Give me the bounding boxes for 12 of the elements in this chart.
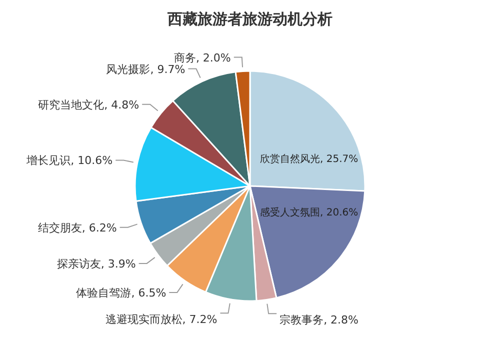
slice-label: 商务, 2.0% (174, 51, 231, 64)
slice-label: 宗教事务, 2.8% (280, 314, 359, 327)
slice-label: 增长见识, 10.6% (26, 154, 113, 168)
slice-label: 风光摄影, 9.7% (106, 62, 186, 76)
slice-label: 结交朋友, 6.2% (38, 221, 117, 234)
slice-label: 感受人文氛围, 20.6% (260, 206, 358, 219)
slice-label: 探亲访友, 3.9% (56, 257, 136, 270)
slice-label: 研究当地文化, 4.8% (38, 98, 140, 112)
slice-label: 逃避现实而放松, 7.2% (105, 313, 218, 326)
slice-label: 体验自驾游, 6.5% (76, 286, 166, 300)
slice-label: 欣赏自然风光, 25.7% (260, 153, 358, 166)
chart-title: 西藏旅游者旅游动机分析 (166, 10, 332, 28)
